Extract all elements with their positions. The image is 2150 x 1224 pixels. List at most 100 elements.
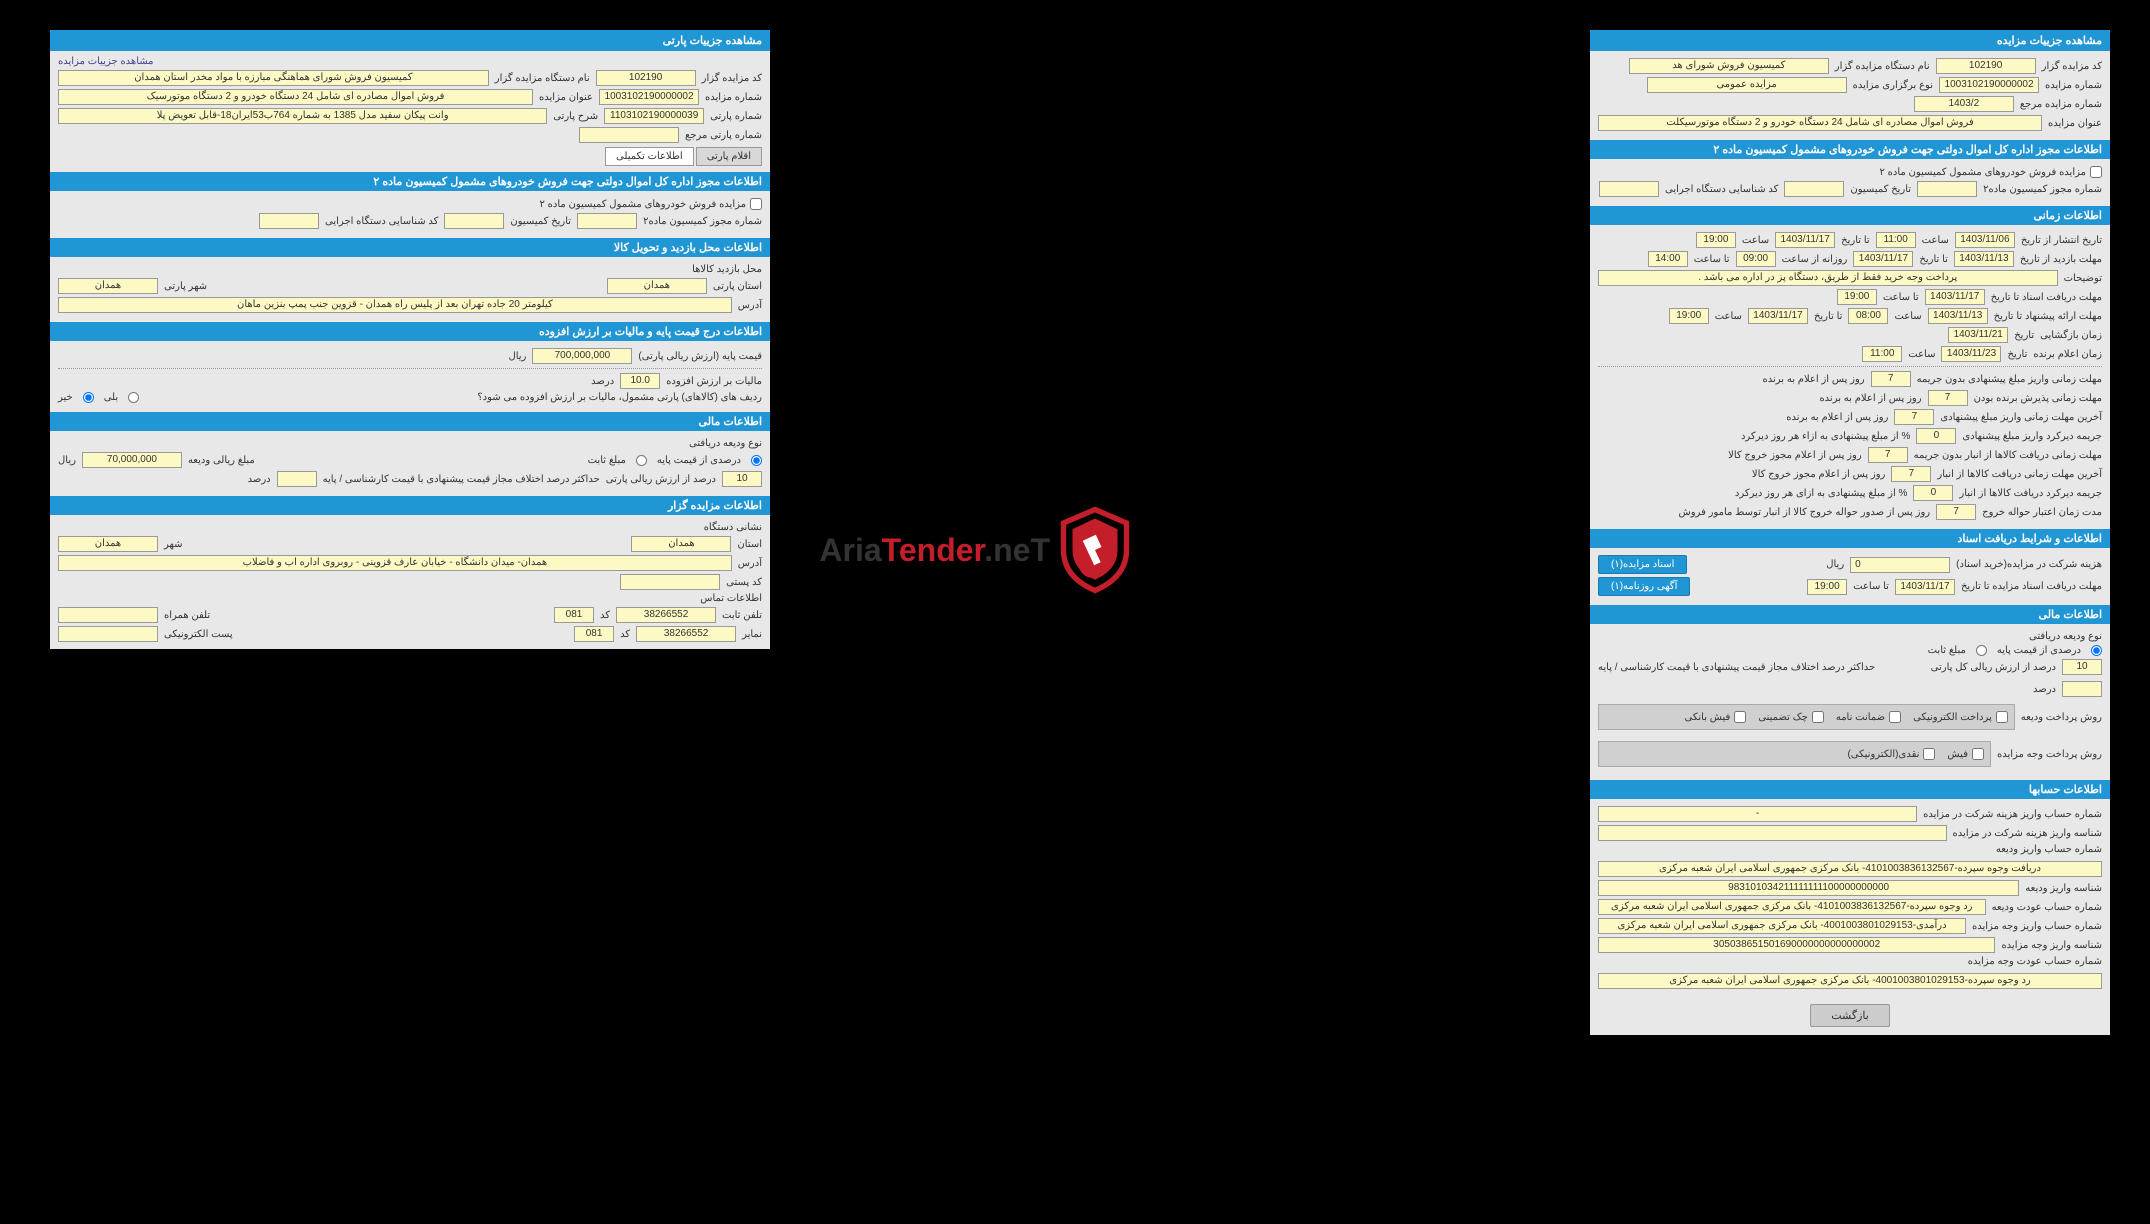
label: درصد از ارزش ریالی پارتی — [606, 474, 716, 485]
publish-to-date: 1403/11/17 — [1775, 232, 1835, 248]
label: نام دستگاه مزایده گزار — [1835, 61, 1930, 72]
auction-id: 305038651501690000000000000002 — [1598, 937, 1995, 953]
label: کد شناسایی دستگاه اجرایی — [325, 216, 438, 227]
pay-fish[interactable] — [1972, 748, 1984, 760]
label: کد شناسایی دستگاه اجرایی — [1665, 184, 1778, 195]
label: تلفن ثابت — [722, 610, 762, 621]
auction-code: 102190 — [1936, 58, 2036, 74]
ref-number: 1403/2 — [1914, 96, 2014, 112]
label: ساعت — [1908, 349, 1935, 360]
label: مهلت دریافت اسناد تا تاریخ — [1991, 292, 2102, 303]
label: کد — [600, 610, 610, 621]
organizer-info: نشانی دستگاه استان همدان شهر همدان آدرس … — [50, 515, 770, 649]
deposit-fixed[interactable] — [636, 455, 647, 466]
section-header: اطلاعات حسابها — [1590, 780, 2110, 799]
label: هزینه شرکت در مزایده(خرید اسناد) — [1956, 559, 2102, 570]
label: روش پرداخت ودیعه — [2021, 712, 2102, 723]
label: جریمه دیرکرد واریز مبلغ پیشنهادی — [1962, 431, 2102, 442]
time-info: تاریخ انتشار از تاریخ 1403/11/06 ساعت 11… — [1590, 225, 2110, 527]
party-details-panel: مشاهده جزییات پارتی مشاهده جزییات مزایده… — [50, 30, 770, 649]
accounts-info: شماره حساب واریز هزینه شرکت در مزایده- ش… — [1590, 799, 2110, 996]
section-header: اطلاعات مجوز اداره کل اموال دولتی جهت فر… — [50, 172, 770, 191]
doc-deadline-time: 19:00 — [1837, 289, 1877, 305]
label: شماره مجوز کمیسیون ماده۲ — [643, 216, 762, 227]
label: مالیات بر ارزش افزوده — [666, 376, 762, 387]
refund-account: رد وجوه سپرده-4101003836132567- بانک مرک… — [1598, 899, 1986, 915]
auction-title: فروش اموال مصادره ای شامل 24 دستگاه خودر… — [1598, 115, 2042, 131]
penalty-val: 0 — [1916, 428, 1956, 444]
deposit-type-fixed[interactable] — [1976, 645, 1987, 656]
label: تاریخ کمیسیون — [1850, 184, 1911, 195]
visit-info: محل بازدید کالاها استان پارتی همدان شهر … — [50, 257, 770, 320]
label: تاریخ — [2007, 349, 2027, 360]
proposal-to-date: 1403/11/17 — [1748, 308, 1808, 324]
party-desc: وانت پیکان سفید مدل 1385 به شماره 764ب53… — [58, 108, 547, 124]
pay-slip[interactable] — [1734, 711, 1746, 723]
commission-checkbox[interactable] — [750, 198, 762, 210]
section-header: اطلاعات زمانی — [1590, 206, 2110, 225]
label: تا تاریخ — [1841, 235, 1870, 246]
deposit-type-percent[interactable] — [2091, 645, 2102, 656]
party-ref — [579, 127, 679, 143]
label: زمان بازگشایی — [2040, 330, 2102, 341]
label: روز پس از اعلام مجوز خروج کالا — [1752, 469, 1886, 480]
postal-code — [620, 574, 720, 590]
exec-code — [259, 213, 319, 229]
newspaper-ad-button[interactable]: آگهی روزنامه(۱) — [1598, 577, 1690, 596]
email — [58, 626, 158, 642]
label: تلفن همراه — [164, 610, 210, 621]
label: آخرین مهلت زمانی واریز مبلغ پیشنهادی — [1940, 412, 2102, 423]
pay-electronic[interactable] — [1996, 711, 2008, 723]
label: شهر پارتی — [164, 281, 207, 292]
phone: 38266552 — [616, 607, 716, 623]
view-auction-link[interactable]: مشاهده جزییات مزایده — [58, 56, 154, 67]
label: ساعت — [1922, 235, 1949, 246]
payment-methods: پرداخت الکترونیکی ضمانت نامه چک تضمینی ف… — [1598, 704, 2015, 730]
label: قیمت پایه (ارزش ریالی پارتی) — [638, 351, 762, 362]
label: شماره حساب واریز وجه مزایده — [1972, 921, 2102, 932]
label: آخرین مهلت زمانی دریافت کالاها از انبار — [1937, 469, 2102, 480]
label: استان پارتی — [713, 281, 762, 292]
doc-deadline-date: 1403/11/17 — [1925, 289, 1985, 305]
penalty-val: 0 — [1913, 485, 1953, 501]
auction-code: 102190 — [596, 70, 696, 86]
label: ساعت — [1715, 311, 1742, 322]
label: درصدی از قیمت پایه — [1997, 645, 2081, 656]
commission-date — [444, 213, 504, 229]
pay-guarantee[interactable] — [1889, 711, 1901, 723]
pay-cash[interactable] — [1923, 748, 1935, 760]
section-header: اطلاعات محل بازدید و تحویل کالا — [50, 238, 770, 257]
percent-val: 10 — [722, 471, 762, 487]
pay-check[interactable] — [1812, 711, 1824, 723]
vat-no[interactable] — [83, 392, 94, 403]
label: مهلت بازدید از تاریخ — [2020, 254, 2102, 265]
org-city: همدان — [58, 536, 158, 552]
auction-number: 1003102190000002 — [599, 89, 699, 105]
price-info: قیمت پایه (ارزش ریالی پارتی) 700,000,000… — [50, 341, 770, 410]
label: شناسه واریز ودیعه — [2025, 883, 2102, 894]
label: شماره مجوز کمیسیون ماده۲ — [1983, 184, 2102, 195]
deposit-id: 983101034211111111100000000000 — [1598, 880, 2019, 896]
org-address: همدان- میدان دانشگاه - خیابان عارف قزوین… — [58, 555, 732, 571]
back-button[interactable]: بازگشت — [1810, 1004, 1890, 1027]
deadline-val: 7 — [1871, 371, 1911, 387]
auction-docs-button[interactable]: اسناد مزایده(۱) — [1598, 555, 1687, 574]
tab-items[interactable]: اقلام پارتی — [696, 147, 762, 166]
label: کد پستی — [726, 577, 762, 588]
org-name: کمیسیون فروش شورای هد — [1629, 58, 1829, 74]
vat-yes[interactable] — [128, 392, 139, 403]
party-basic-info: مشاهده جزییات مزایده کد مزایده گزار 1021… — [50, 51, 770, 170]
label: تا تاریخ — [1814, 311, 1843, 322]
basic-info: کد مزایده گزار 102190 نام دستگاه مزایده … — [1590, 51, 2110, 138]
panel-header: مشاهده جزییات مزایده — [1590, 30, 2110, 51]
deposit-percent[interactable] — [751, 455, 762, 466]
label: ساعت — [1742, 235, 1769, 246]
label: نام دستگاه مزایده گزار — [495, 73, 590, 84]
label: حداکثر درصد اختلاف مجاز قیمت پیشنهادی با… — [1598, 662, 1875, 673]
section-header: اطلاعات مالی — [50, 412, 770, 431]
commission-checkbox[interactable] — [2090, 166, 2102, 178]
label: شناسه واریز وجه مزایده — [2001, 940, 2102, 951]
label: ریال — [508, 351, 526, 362]
label: عنوان مزایده — [539, 92, 593, 103]
tab-additional[interactable]: اطلاعات تکمیلی — [605, 147, 694, 166]
